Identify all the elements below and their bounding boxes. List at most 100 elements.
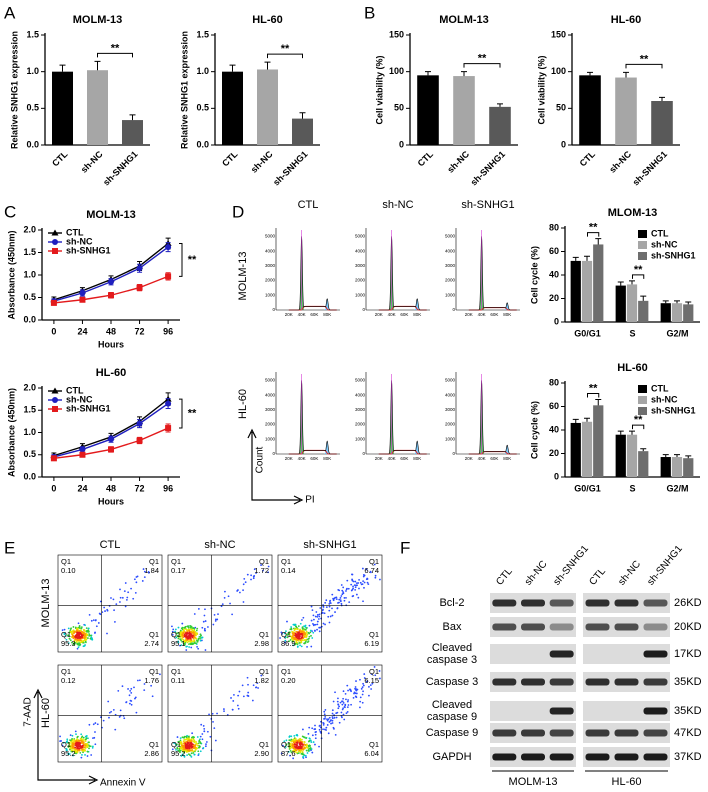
event-dot [191, 732, 194, 735]
event-dot [86, 755, 89, 757]
event-dot [113, 609, 115, 612]
event-dot [255, 686, 257, 689]
bar [683, 458, 694, 477]
y-tick-label: 1.0 [23, 269, 36, 279]
event-dot [78, 627, 81, 629]
hist-x-tick-label: 80K [503, 312, 511, 317]
event-dot [95, 625, 98, 628]
event-dot [181, 753, 184, 756]
event-dot [191, 636, 194, 638]
event-dot [237, 707, 240, 710]
event-dot [127, 591, 130, 594]
event-dot [267, 571, 270, 574]
event-dot [183, 736, 186, 739]
event-dot [132, 597, 135, 600]
event-dot [290, 628, 293, 631]
event-dot [208, 713, 210, 716]
protein-band [521, 753, 545, 761]
chart-title: MOLM-13 [86, 209, 136, 221]
legend-label: CTL [66, 385, 84, 395]
event-dot [231, 613, 234, 616]
column-title: CTL [298, 199, 319, 211]
event-dot [192, 640, 194, 643]
event-dot [106, 609, 109, 612]
significance-label: ** [634, 264, 643, 276]
event-dot [82, 736, 85, 739]
significance-label: ** [589, 382, 598, 394]
event-dot [72, 626, 75, 628]
event-dot [197, 746, 200, 749]
event-dot [69, 734, 72, 737]
event-dot [204, 745, 207, 748]
y-tick-label: 80 [549, 222, 559, 232]
bar [593, 405, 604, 477]
y-tick-label: 40 [549, 269, 559, 279]
event-dot [332, 700, 335, 703]
event-dot [378, 670, 381, 672]
y-tick-label: 2.0 [23, 224, 36, 234]
lane-label: sh-SNHG1 [645, 543, 685, 587]
event-dot [288, 631, 291, 634]
event-dot [296, 645, 299, 648]
event-dot [190, 646, 193, 649]
event-dot [353, 584, 356, 587]
quadrant-value: 0.20 [281, 676, 296, 685]
quadrant-name: Q1 [281, 630, 291, 639]
y-tick-label: 50 [556, 103, 566, 113]
event-dot [205, 741, 208, 743]
event-dot [337, 697, 339, 700]
event-dot [379, 677, 381, 680]
event-dot [217, 613, 219, 616]
event-dot [285, 743, 288, 746]
event-dot [340, 711, 343, 714]
event-dot [303, 639, 305, 642]
event-dot [342, 713, 345, 716]
quadrant-value: 6.15 [364, 676, 379, 685]
event-dot [359, 700, 362, 703]
event-dot [346, 587, 348, 590]
lane-label: sh-NC [616, 559, 643, 588]
event-dot [341, 589, 344, 592]
quadrant-value: 0.12 [61, 676, 76, 685]
protein-label: Caspase 9 [426, 727, 479, 739]
event-dot [323, 612, 326, 615]
error-bar [640, 448, 647, 452]
event-dot [227, 595, 230, 598]
x-tick-label: CTL [578, 149, 598, 169]
event-dot [257, 687, 259, 689]
event-dot [308, 737, 311, 740]
event-dot [71, 734, 74, 737]
event-dot [304, 624, 307, 627]
x-tick-label: 0 [51, 326, 56, 336]
event-dot [289, 639, 292, 641]
g1-peak [366, 236, 430, 310]
protein-band [549, 707, 574, 715]
event-dot [312, 622, 314, 625]
event-dot [324, 716, 327, 718]
event-dot [112, 598, 115, 601]
error-bar [461, 71, 467, 77]
event-dot [365, 568, 368, 571]
event-dot [75, 733, 77, 736]
event-dot [221, 603, 224, 606]
hist-outline [468, 236, 517, 311]
event-dot [200, 637, 203, 639]
protein-band [643, 707, 668, 715]
event-dot [110, 710, 113, 713]
significance-label: ** [281, 43, 290, 55]
protein-band [614, 623, 639, 631]
bar [615, 77, 637, 145]
event-dot [181, 622, 184, 625]
event-dot [305, 756, 307, 759]
chart-title: HL-60 [252, 14, 283, 26]
event-dot [173, 742, 176, 744]
protein-label: Caspase 3 [426, 676, 479, 688]
event-dot [136, 679, 139, 682]
event-dot [199, 750, 202, 753]
event-dot [151, 695, 154, 698]
y-tick-label: 0.0 [26, 139, 39, 149]
quadrant-value: 2.74 [144, 639, 159, 648]
event-dot [196, 736, 199, 738]
event-dot [203, 727, 206, 730]
event-dot [141, 580, 144, 582]
